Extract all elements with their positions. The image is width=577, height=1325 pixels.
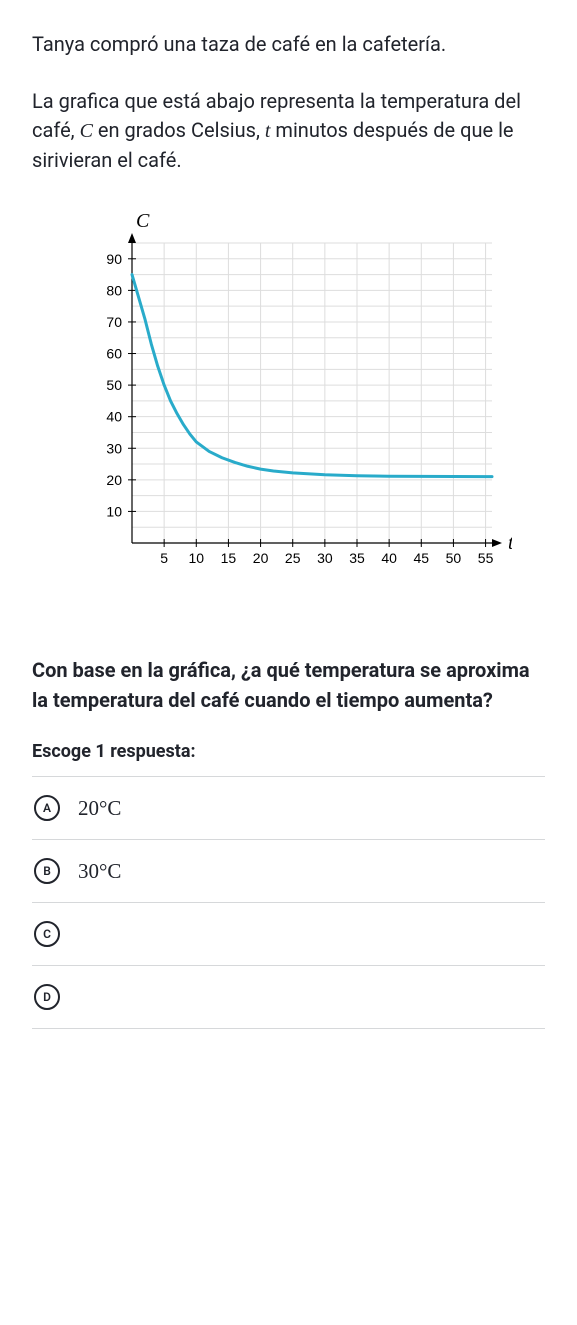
svg-text:20: 20 — [253, 550, 269, 566]
svg-text:30: 30 — [317, 550, 333, 566]
svg-text:5: 5 — [160, 550, 168, 566]
svg-text:15: 15 — [221, 550, 237, 566]
svg-text:20: 20 — [106, 472, 122, 488]
temperature-chart: 5 10 15 20 25 30 35 40 45 50 55 10 20 30 40 50 60 70 80 90 C… — [72, 203, 512, 603]
svg-text:10: 10 — [106, 503, 122, 519]
option-a[interactable]: A 20°C — [32, 777, 545, 840]
option-label: 30°C — [78, 859, 121, 884]
choose-instruction: Escoge 1 respuesta: — [32, 741, 545, 762]
svg-text:55: 55 — [478, 550, 494, 566]
option-c[interactable]: C — [32, 903, 545, 966]
svg-text:80: 80 — [106, 282, 122, 298]
radio-icon: A — [34, 795, 60, 821]
option-d[interactable]: D — [32, 966, 545, 1029]
intro-paragraph-2: La grafica que está abajo representa la … — [32, 87, 545, 175]
svg-text:35: 35 — [349, 550, 365, 566]
radio-icon: B — [34, 858, 60, 884]
svg-text:90: 90 — [106, 251, 122, 267]
main-question: Con base en la gráfica, ¿a qué temperatu… — [32, 655, 545, 715]
chart-container: 5 10 15 20 25 30 35 40 45 50 55 10 20 30 40 50 60 70 80 90 C… — [72, 203, 545, 607]
variable-C: C — [80, 120, 93, 142]
option-b[interactable]: B 30°C — [32, 840, 545, 903]
option-label: 20°C — [78, 796, 121, 821]
svg-text:60: 60 — [106, 346, 122, 362]
svg-text:25: 25 — [285, 550, 301, 566]
option-list: A 20°C B 30°C C D — [32, 776, 545, 1029]
intro2-part-b: en grados Celsius, — [93, 118, 265, 142]
intro-paragraph-1: Tanya compró una taza de café en la cafe… — [32, 30, 545, 59]
radio-icon: D — [34, 984, 60, 1010]
svg-text:70: 70 — [106, 314, 122, 330]
y-axis-label: C — [136, 210, 150, 232]
svg-text:40: 40 — [106, 409, 122, 425]
svg-text:45: 45 — [413, 550, 429, 566]
svg-text:50: 50 — [446, 550, 462, 566]
svg-text:50: 50 — [106, 377, 122, 393]
radio-icon: C — [34, 921, 60, 947]
svg-text:10: 10 — [188, 550, 204, 566]
svg-text:30: 30 — [106, 440, 122, 456]
svg-text:40: 40 — [381, 550, 397, 566]
x-axis-label: t — [508, 532, 512, 554]
